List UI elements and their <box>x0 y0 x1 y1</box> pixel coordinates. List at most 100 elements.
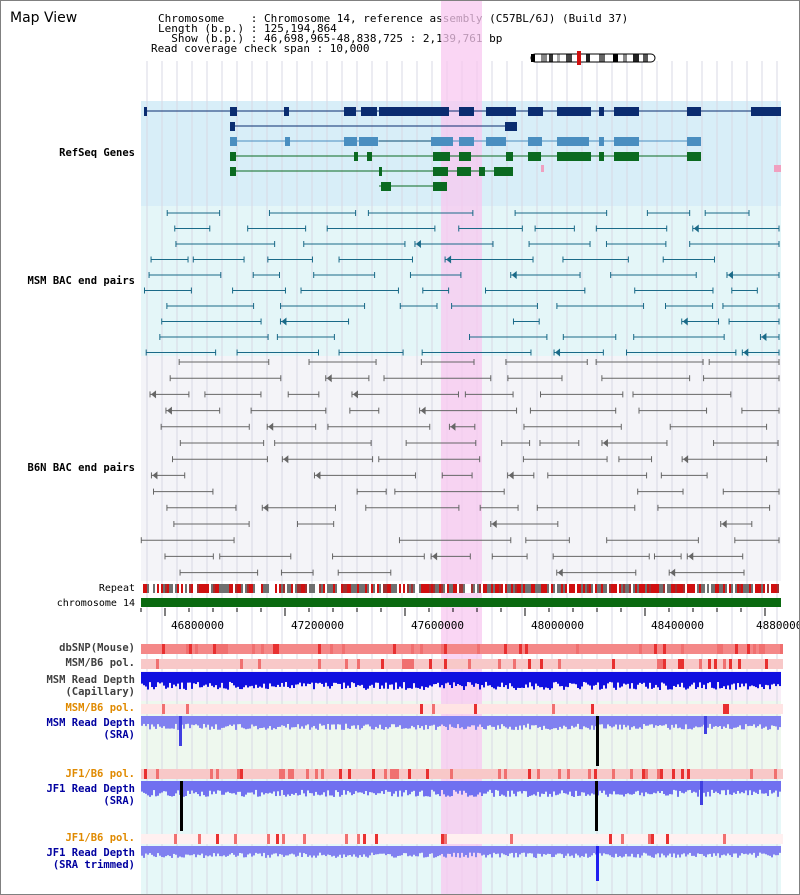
read-depth-bar <box>495 846 497 855</box>
polymorphism-mark <box>663 644 666 654</box>
polymorphism-mark <box>468 704 471 714</box>
read-depth-bar <box>241 672 243 690</box>
polymorphism-mark <box>576 769 579 779</box>
read-depth-bar <box>473 672 475 687</box>
polymorphism-mark <box>270 659 273 669</box>
repeat-mark <box>197 584 199 593</box>
read-depth-bar <box>541 716 543 730</box>
polymorphism-mark <box>642 704 645 714</box>
read-depth-bar <box>381 672 383 686</box>
read-depth-bar <box>539 846 541 854</box>
polymorphism-mark <box>756 704 759 714</box>
read-depth-bar <box>291 846 293 854</box>
read-depth-bar <box>661 716 663 726</box>
read-depth-bar <box>777 781 779 797</box>
polymorphism-mark <box>540 644 543 654</box>
polymorphism-mark <box>402 704 405 714</box>
read-depth-bar <box>149 716 151 730</box>
polymorphism-mark <box>723 834 726 844</box>
polymorphism-mark <box>204 659 207 669</box>
polymorphism-mark <box>588 659 591 669</box>
polymorphism-mark <box>204 769 207 779</box>
read-depth-bar <box>319 672 321 683</box>
polymorphism-mark <box>624 659 627 669</box>
polymorphism-mark <box>186 644 189 654</box>
read-depth-bar <box>751 846 753 855</box>
polymorphism-mark <box>426 834 429 844</box>
repeat-mark <box>353 584 355 593</box>
read-depth-bar <box>417 846 419 857</box>
polymorphism-mark <box>759 659 762 669</box>
read-depth-bar <box>521 846 523 853</box>
read-depth-bar <box>407 716 409 729</box>
read-depth-bar <box>657 716 659 727</box>
read-depth-bar <box>193 846 195 855</box>
polymorphism-mark <box>246 769 249 779</box>
polymorphism-mark <box>261 834 264 844</box>
read-depth-bar <box>383 672 385 689</box>
track-label-refseq-genes[interactable]: RefSeq Genes <box>59 147 135 159</box>
read-depth-bar <box>231 716 233 726</box>
polymorphism-mark <box>186 834 189 844</box>
read-depth-bar <box>599 672 601 690</box>
polymorphism-mark <box>696 659 699 669</box>
polymorphism-mark <box>657 704 660 714</box>
repeat-mark <box>473 584 475 593</box>
polymorphism-mark <box>585 834 588 844</box>
gene-exon <box>354 152 358 161</box>
polymorphism-mark <box>678 644 681 654</box>
polymorphism-mark <box>222 644 225 654</box>
read-depth-bar <box>705 846 707 858</box>
polymorphism-mark <box>402 659 405 669</box>
read-depth-bar <box>289 781 291 796</box>
polymorphism-mark <box>438 704 441 714</box>
read-depth-bar <box>575 846 577 854</box>
read-depth-bar <box>335 672 337 683</box>
read-depth-bar <box>463 672 465 690</box>
read-depth-bar <box>549 672 551 690</box>
track-label-msm-bac[interactable]: MSM BAC end pairs <box>27 275 135 287</box>
polymorphism-mark <box>573 769 576 779</box>
polymorphism-mark <box>204 834 207 844</box>
read-depth-bar <box>249 846 251 854</box>
polymorphism-mark <box>465 834 468 844</box>
polymorphism-mark <box>678 659 681 669</box>
repeat-mark <box>707 584 709 593</box>
polymorphism-mark <box>522 769 525 779</box>
axis-tick-label: 46800000 <box>171 619 224 632</box>
repeat-mark <box>545 584 547 593</box>
polymorphism-mark <box>360 644 363 654</box>
polymorphism-mark <box>645 834 648 844</box>
polymorphism-mark <box>657 834 660 844</box>
polymorphism-mark <box>525 704 528 714</box>
polymorphism-mark <box>708 644 711 654</box>
read-depth-bar <box>295 716 297 728</box>
read-depth-bar <box>543 781 545 795</box>
track-label-b6n-bac[interactable]: B6N BAC end pairs <box>27 462 135 474</box>
polymorphism-mark <box>768 769 771 779</box>
read-depth-bar <box>175 716 177 724</box>
read-depth-bar <box>165 846 167 857</box>
read-depth-bar <box>661 846 663 854</box>
polymorphism-mark <box>183 659 186 669</box>
read-depth-bar <box>743 716 745 730</box>
read-depth-bar <box>199 846 201 856</box>
read-depth-bar <box>369 716 371 727</box>
read-depth-bar <box>771 781 773 794</box>
gene-exon <box>230 167 236 176</box>
read-depth-bar <box>715 781 717 792</box>
polymorphism-mark <box>558 769 561 779</box>
polymorphism-mark <box>267 644 270 654</box>
read-depth-bar <box>623 716 625 725</box>
polymorphism-mark <box>300 659 303 669</box>
polymorphism-mark <box>516 769 519 779</box>
polymorphism-mark <box>300 834 303 844</box>
polymorphism-mark <box>720 769 723 779</box>
repeat-mark <box>539 584 541 593</box>
read-depth-bar <box>297 716 299 725</box>
polymorphism-mark <box>603 834 606 844</box>
polymorphism-mark <box>324 834 327 844</box>
read-depth-bar <box>377 846 379 855</box>
